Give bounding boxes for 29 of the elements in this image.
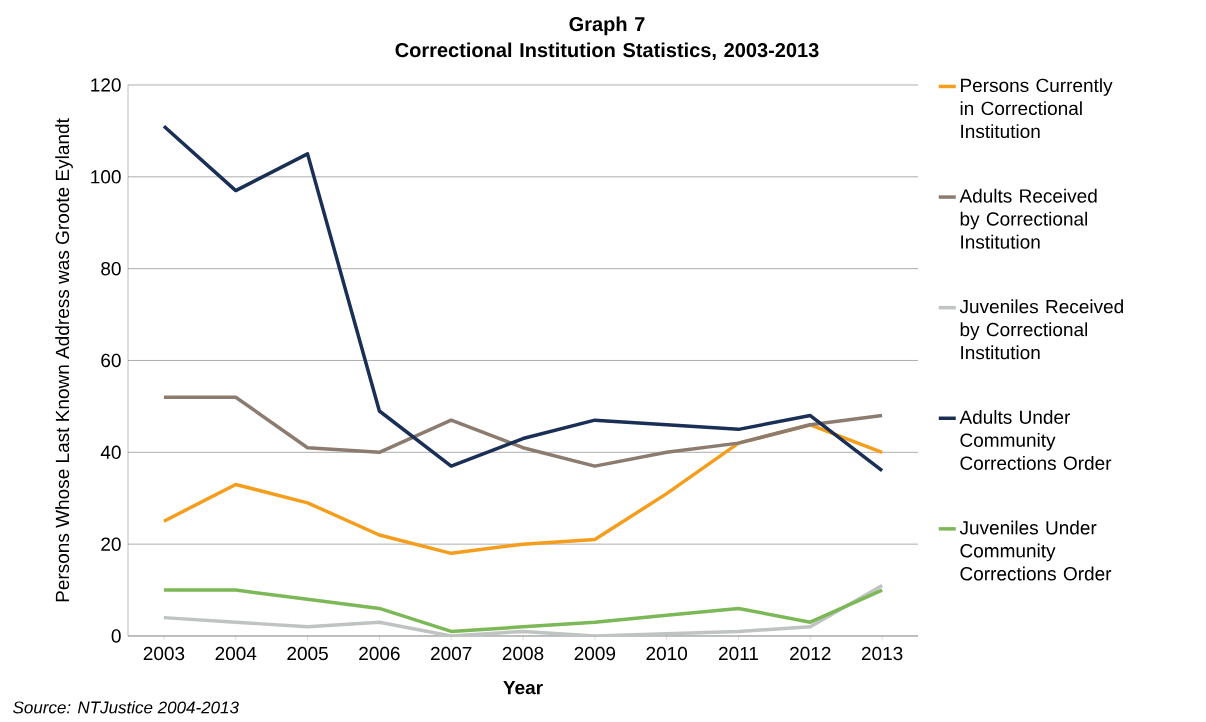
- y-tick-label: 20: [101, 537, 121, 551]
- legend-label: Juveniles Received by Correctional Institution: [959, 299, 1123, 360]
- y-tick-label: 120: [91, 78, 121, 92]
- line-series: [162, 124, 884, 473]
- x-tick-label: 2003: [143, 646, 185, 661]
- source-note: Source: NTJustice 2004-2013: [13, 700, 239, 714]
- y-tick-label: 80: [101, 261, 121, 276]
- x-tick-label: 2004: [215, 646, 257, 661]
- y-tick-label: 0: [111, 629, 121, 643]
- chart-title: Graph 7 Correctional Institution Statistics, 2003-2013: [395, 16, 819, 61]
- legend-label: Persons Currently in Correctional Institution: [960, 78, 1113, 139]
- y-tick-label: 40: [100, 445, 121, 460]
- x-tick-label: 2012: [790, 646, 831, 661]
- x-tick-label: 2007: [431, 646, 472, 661]
- y-tick-label: 100: [91, 170, 121, 184]
- x-tick-label: 2010: [646, 646, 688, 661]
- line-series: [162, 395, 884, 468]
- legend-label: Juveniles Under Community Corrections Order: [959, 520, 1112, 581]
- x-tick-label: 2009: [574, 646, 616, 661]
- x-tick-label: 2013: [861, 646, 903, 661]
- x-tick-label: 2011: [718, 646, 758, 661]
- y-axis-title: Persons Whose Last Known Address was Groote Eylandt: [55, 118, 73, 602]
- x-tick-label: 2008: [502, 646, 544, 661]
- x-tick-label: 2005: [287, 646, 328, 661]
- x-tick-label: 2006: [359, 646, 400, 661]
- legend-label: Adults Received by Correctional Institution: [959, 188, 1097, 249]
- y-tick-label: 60: [101, 353, 121, 368]
- x-axis-title: Year: [503, 681, 543, 695]
- legend-label: Adults Under Community Corrections Order: [959, 409, 1112, 470]
